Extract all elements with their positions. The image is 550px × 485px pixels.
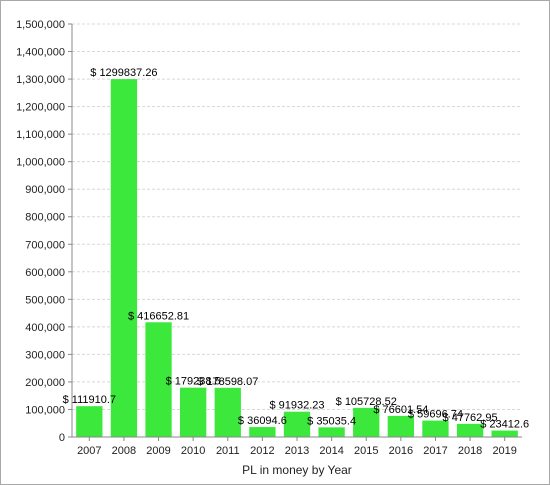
- bar-2017: [422, 420, 449, 437]
- data-label-2018: $ 47762.95: [443, 412, 498, 424]
- bar-2008: [110, 79, 138, 437]
- data-labels: $ 111910.7 $ 1299837.26 $ 416652.81 $ 17923…: [63, 67, 530, 430]
- grid-lines: [72, 23, 522, 410]
- x-tick-label-2018: 2018: [458, 445, 482, 457]
- y-tick-label: 500,000: [25, 294, 65, 306]
- y-tick-label: 900,000: [25, 184, 65, 196]
- x-tick-label-2011: 2011: [216, 445, 240, 457]
- y-tick-label: 0: [59, 432, 65, 444]
- y-tick-label: 1,100,000: [16, 129, 65, 141]
- y-axis: 0 100,000 200,000 300,000 400,000 500,000 600,…: [16, 19, 73, 444]
- x-tick-label-2013: 2013: [285, 445, 309, 457]
- data-label-2013: $ 91932.23: [269, 400, 324, 412]
- bar-2007: [76, 406, 103, 437]
- bar-2015: [353, 407, 380, 437]
- bar-2010: [180, 387, 207, 437]
- bar-2018: [456, 423, 484, 437]
- y-tick-label: 100,000: [25, 404, 65, 416]
- bar-2013: [283, 411, 311, 437]
- y-tick-label: 300,000: [25, 349, 65, 361]
- y-tick-label: 1,000,000: [16, 157, 65, 169]
- data-label-2009: $ 416652.81: [128, 310, 189, 322]
- bar-2019: [491, 430, 518, 437]
- y-tick-label: 1,300,000: [16, 74, 65, 86]
- y-tick-label: 1,400,000: [16, 47, 65, 59]
- data-label-2014: $ 35035.4: [307, 415, 356, 427]
- x-tick-label-2010: 2010: [181, 445, 205, 457]
- x-tick-label-2015: 2015: [354, 445, 378, 457]
- y-tick-label: 800,000: [25, 212, 65, 224]
- bar-2012: [249, 427, 276, 437]
- data-label-2015: $ 105728.52: [336, 396, 397, 408]
- x-axis-title: PL in money by Year: [242, 463, 352, 477]
- bar-2009: [145, 322, 172, 437]
- x-tick-label-2007: 2007: [77, 445, 101, 457]
- data-label-2008: $ 1299837.26: [90, 67, 157, 79]
- data-label-2016: $ 76601.54: [373, 404, 428, 416]
- data-label-2011: $ 178598.07: [197, 376, 258, 388]
- bar-2014: [318, 427, 345, 437]
- x-axis: 2007 2008 2009 2010 2011 2012 2013 2014 2015 2016…: [72, 436, 522, 457]
- data-label-2019: $ 23412.6: [480, 419, 529, 431]
- bar-2016: [387, 415, 414, 437]
- x-tick-label-2016: 2016: [389, 445, 413, 457]
- bars: [76, 79, 518, 437]
- bar-2011: [214, 387, 241, 437]
- y-tick-label: 200,000: [25, 377, 65, 389]
- data-label-2010: $ 179238.5: [166, 376, 221, 388]
- data-label-2007: $ 111910.7: [63, 394, 116, 406]
- y-tick-label: 700,000: [25, 239, 65, 251]
- y-tick-label: 1,200,000: [16, 102, 65, 114]
- x-tick-label-2014: 2014: [319, 445, 343, 457]
- x-tick-label-2017: 2017: [423, 445, 447, 457]
- y-tick-label: 400,000: [25, 322, 65, 334]
- x-tick-label-2008: 2008: [112, 445, 136, 457]
- y-tick-label: 600,000: [25, 267, 65, 279]
- x-tick-label-2019: 2019: [492, 445, 516, 457]
- x-tick-label-2009: 2009: [146, 445, 170, 457]
- y-tick-label: 1,500,000: [16, 19, 65, 31]
- data-label-2017: $ 59696.74: [408, 409, 463, 421]
- data-label-2012: $ 36094.6: [238, 415, 287, 427]
- x-tick-label-2012: 2012: [250, 445, 274, 457]
